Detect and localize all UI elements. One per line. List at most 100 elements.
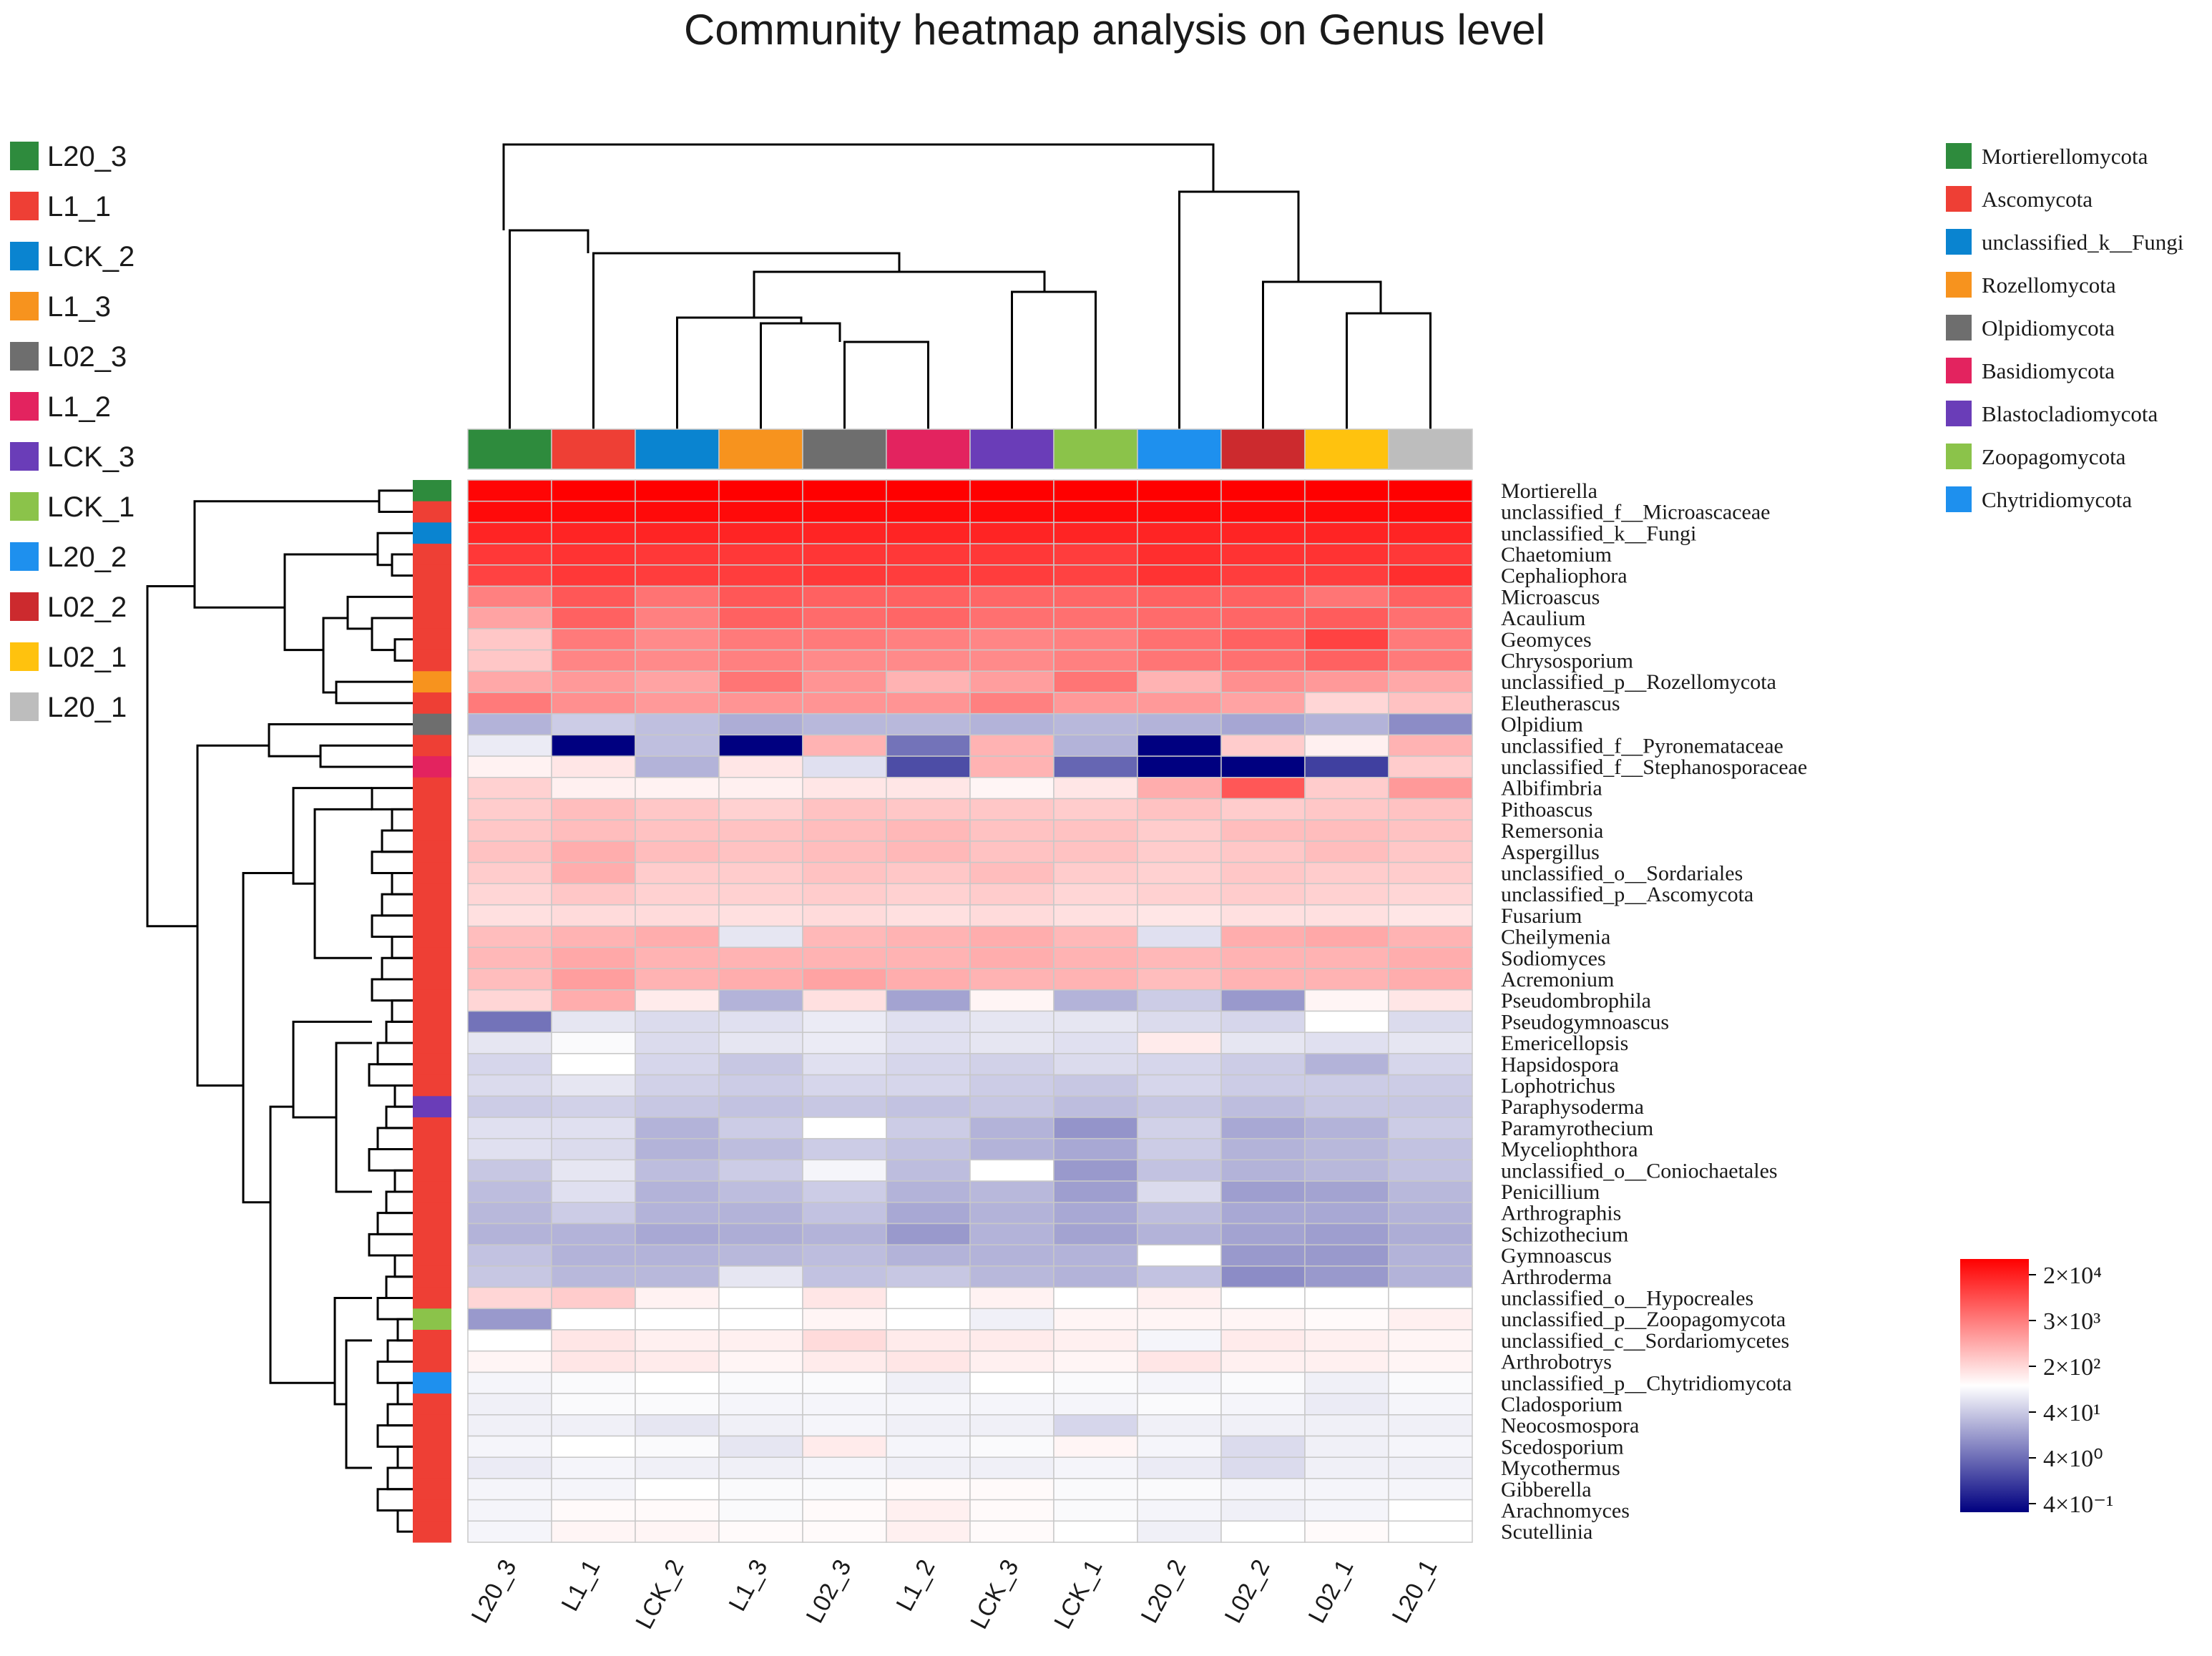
color-scale-label: 2×10⁴ xyxy=(2043,1263,2102,1289)
heatmap-cell xyxy=(1053,521,1138,544)
heatmap-cell xyxy=(969,1371,1054,1394)
heatmap-cell xyxy=(467,1010,552,1033)
heatmap-cell xyxy=(886,1117,971,1140)
heatmap-cell xyxy=(635,904,720,927)
heatmap-cell xyxy=(1137,1308,1222,1331)
heatmap-cell xyxy=(1220,1414,1306,1437)
row-dendrogram-link xyxy=(371,787,413,810)
heatmap-cell xyxy=(718,883,803,906)
sample-color-cell xyxy=(1053,428,1138,470)
heatmap-cell xyxy=(1304,734,1389,757)
phylum-color-cell xyxy=(413,989,451,1011)
genus-label: unclassified_f__Stephanosporaceae xyxy=(1501,755,1807,779)
phylum-color-cell xyxy=(413,1117,451,1140)
heatmap-cell xyxy=(635,1435,720,1458)
heatmap-cell xyxy=(1053,946,1138,969)
heatmap-cell xyxy=(551,1308,636,1331)
sample-color-cell xyxy=(1137,428,1222,470)
row-dendrogram-link xyxy=(313,808,372,959)
heatmap-cell xyxy=(1220,521,1306,544)
heatmap-cell xyxy=(467,628,552,651)
heatmap-cell xyxy=(1388,1329,1473,1352)
heatmap-cell xyxy=(1220,585,1306,608)
heatmap-cell xyxy=(635,1032,720,1054)
heatmap-cell xyxy=(969,883,1054,906)
heatmap-cell xyxy=(635,1137,720,1161)
phylum-legend-swatch xyxy=(1946,272,1972,298)
heatmap-cell xyxy=(467,1032,552,1054)
heatmap-cell xyxy=(635,798,720,820)
heatmap-cell xyxy=(1388,861,1473,885)
heatmap-cell xyxy=(1388,1244,1473,1267)
heatmap-cell xyxy=(1053,1520,1138,1543)
heatmap-cell xyxy=(467,649,552,672)
genus-label: Remersonia xyxy=(1501,819,1603,843)
genus-label: Cephaliophora xyxy=(1501,564,1628,588)
row-dendrogram-link xyxy=(292,787,372,885)
heatmap-cell xyxy=(1220,1032,1306,1054)
phylum-legend-swatch xyxy=(1946,401,1972,426)
heatmap-cell xyxy=(1220,1180,1306,1203)
phylum-legend-label: Rozellomycota xyxy=(1982,273,2116,298)
heatmap-cell xyxy=(1137,883,1222,906)
heatmap-cell xyxy=(1388,500,1473,524)
heatmap-cell xyxy=(467,968,552,991)
heatmap-cell xyxy=(802,712,887,736)
heatmap-cell xyxy=(467,712,552,736)
heatmap-cell xyxy=(886,925,971,949)
heatmap-cell xyxy=(1053,798,1138,820)
heatmap-cell xyxy=(1053,1329,1138,1352)
heatmap-cell xyxy=(718,670,803,693)
heatmap-cell xyxy=(1304,1117,1389,1140)
heatmap-cell xyxy=(635,777,720,800)
phylum-color-cell xyxy=(413,1457,451,1479)
heatmap-cell xyxy=(635,1308,720,1331)
heatmap-cell xyxy=(1388,841,1473,863)
row-dendrogram-link xyxy=(371,851,413,874)
heatmap-cell xyxy=(802,777,887,800)
heatmap-cell xyxy=(635,1117,720,1140)
phylum-color-cell xyxy=(413,1032,451,1054)
heatmap-cell xyxy=(1137,1478,1222,1501)
sample-label: LCK_2 xyxy=(630,1555,689,1634)
heatmap-cell xyxy=(1053,1074,1138,1097)
heatmap-cell xyxy=(802,1329,887,1352)
phylum-color-cell xyxy=(413,713,451,735)
row-dendrogram-link xyxy=(393,1084,413,1108)
sample-legend-swatch xyxy=(10,692,39,721)
heatmap-cell xyxy=(1137,649,1222,672)
heatmap-cell xyxy=(551,819,636,842)
heatmap-cell xyxy=(1388,1202,1473,1225)
heatmap-cell xyxy=(635,1393,720,1416)
heatmap-cell xyxy=(551,1499,636,1522)
heatmap-cell xyxy=(1137,968,1222,991)
row-dendrogram xyxy=(146,489,413,1533)
row-dendrogram-link xyxy=(381,829,413,853)
heatmap-cell xyxy=(1388,883,1473,906)
heatmap-cell xyxy=(635,1520,720,1543)
heatmap-cell xyxy=(802,1499,887,1522)
heatmap-cell xyxy=(969,628,1054,651)
heatmap-cell xyxy=(802,1478,887,1501)
heatmap-cell xyxy=(1388,819,1473,842)
heatmap-cell xyxy=(1053,628,1138,651)
genus-label: unclassified_c__Sordariomycetes xyxy=(1501,1329,1789,1353)
heatmap-cell xyxy=(1304,1244,1389,1267)
color-scale-label: 3×10³ xyxy=(2043,1308,2100,1335)
sample-legend-swatch xyxy=(10,342,39,371)
heatmap-cell xyxy=(969,1286,1054,1310)
heatmap-cell xyxy=(1053,1202,1138,1225)
phylum-color-cell xyxy=(413,564,451,587)
phylum-color-cell xyxy=(413,947,451,969)
sample-color-cell xyxy=(969,428,1054,470)
heatmap-cell xyxy=(467,521,552,544)
heatmap-cell xyxy=(802,1393,887,1416)
heatmap-cell xyxy=(1137,1180,1222,1203)
row-dendrogram-link xyxy=(391,999,413,1023)
heatmap-cell xyxy=(635,712,720,736)
heatmap-cell xyxy=(802,1435,887,1458)
heatmap-cell xyxy=(551,1520,636,1543)
heatmap-cell xyxy=(1137,841,1222,863)
heatmap-cell xyxy=(718,841,803,863)
heatmap-cell xyxy=(1388,1478,1473,1501)
